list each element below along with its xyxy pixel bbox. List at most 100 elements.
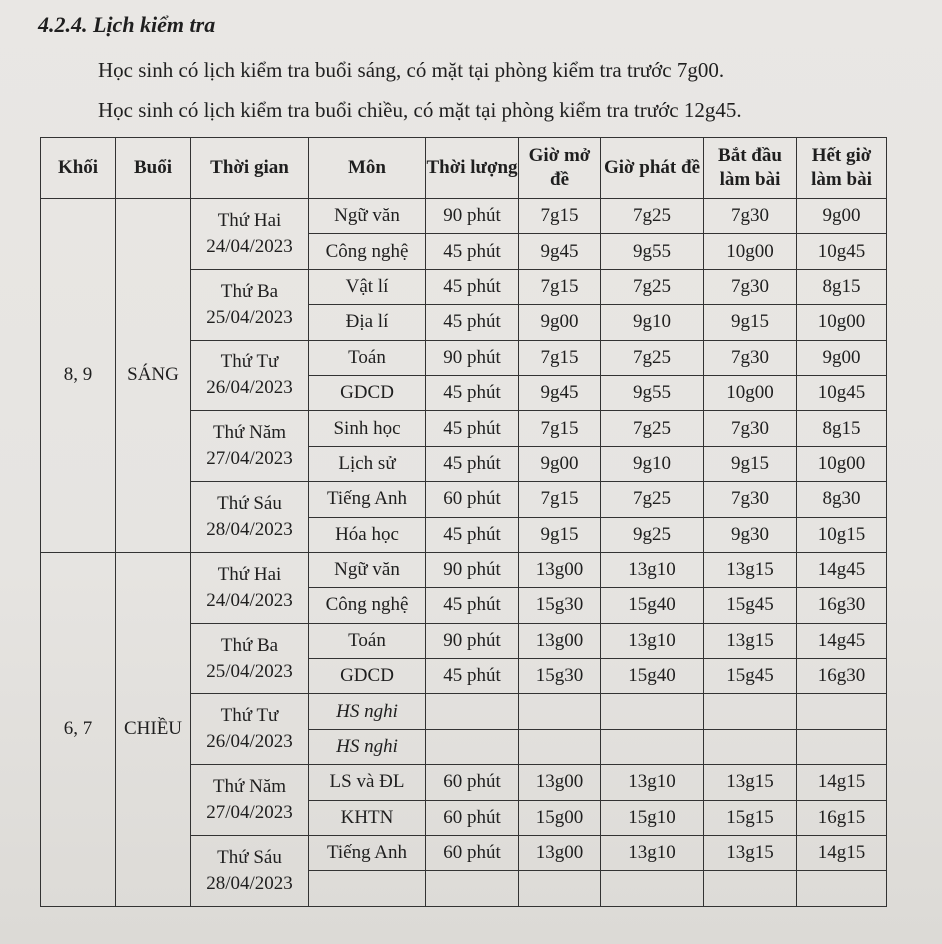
gio-mo-de-cell [518,870,601,907]
afternoon-note: Học sinh có lịch kiểm tra buổi chiều, có… [98,98,742,122]
gio-phat-de-cell: 13g10 [600,835,704,872]
gio-mo-de-cell: 7g15 [518,268,601,306]
mon-cell: Công nghệ [308,587,426,624]
table-row: Công nghệ 45 phút 15g30 15g40 15g45 16g30 [41,587,887,624]
gio-phat-de-cell [600,870,704,907]
table-row: Địa lí 45 phút 9g00 9g10 9g15 10g00 [41,304,887,341]
table-row: Thứ Năm 27/04/2023 LS và ĐL 60 phút 13g00 13g… [41,764,887,837]
gio-mo-de-cell: 13g00 [518,551,601,589]
thoi-luong-cell [425,728,519,766]
date: 27/04/2023 [206,802,293,824]
bat-dau-cell: 9g30 [703,516,797,553]
header-thoi-gian: Thời gian [190,137,309,199]
day-name: Thứ Ba [220,634,279,656]
thoi-luong-cell: 45 phút [425,233,519,270]
bat-dau-cell: 7g30 [703,197,797,235]
thoi-luong-cell: 90 phút [425,197,519,235]
table-row: KHTN 60 phút 15g00 15g10 15g15 16g15 [41,799,887,837]
header-khoi: Khối [40,137,116,199]
bat-dau-cell: 13g15 [703,551,797,589]
day-name: Thứ Năm [212,776,287,798]
bat-dau-cell: 15g45 [703,658,797,695]
header-het-gio: Hết giờ làm bài [796,137,887,199]
mon-cell [308,870,426,907]
mon-cell: Ngữ văn [308,197,426,235]
gio-mo-de-cell: 9g45 [518,374,601,412]
date: 24/04/2023 [206,589,293,611]
mon-cell: GDCD [308,658,426,695]
gio-phat-de-cell: 7g25 [600,481,704,518]
table-row: Lịch sử 45 phút 9g00 9g10 9g15 10g00 [41,445,887,483]
gio-mo-de-cell: 15g00 [518,799,601,837]
table-row: GDCD 45 phút 9g45 9g55 10g00 10g45 [41,374,887,412]
thoi-luong-cell: 45 phút [425,304,519,341]
gio-phat-de-cell: 7g25 [600,410,704,447]
het-gio-cell: 10g00 [796,304,887,341]
het-gio-cell: 8g30 [796,481,887,518]
bat-dau-cell: 10g00 [703,374,797,412]
het-gio-cell: 9g00 [796,339,887,376]
header-bat-dau: Bắt đầu làm bài [703,137,797,199]
date-cell: Thứ Sáu 28/04/2023 [190,481,309,553]
day-name: Thứ Ba [220,280,279,302]
gio-phat-de-cell [600,728,704,766]
thoi-luong-cell: 60 phút [425,481,519,518]
bat-dau-cell: 15g15 [703,799,797,837]
gio-mo-de-cell: 7g15 [518,410,601,447]
morning-note: Học sinh có lịch kiểm tra buổi sáng, có … [98,58,725,82]
day-name: Thứ Sáu [217,493,282,515]
date-cell: Thứ Sáu 28/04/2023 [190,835,309,907]
day-name: Thứ Sáu [217,846,282,868]
gio-mo-de-cell: 13g00 [518,835,601,872]
mon-cell: Toán [308,622,426,660]
gio-mo-de-cell: 9g45 [518,233,601,270]
het-gio-cell: 10g45 [796,233,887,270]
header-mon: Môn [308,137,426,199]
het-gio-cell: 14g15 [796,764,887,801]
thoi-luong-cell: 90 phút [425,551,519,589]
het-gio-cell [796,728,887,766]
mon-cell: Ngữ văn [308,551,426,589]
bat-dau-cell: 7g30 [703,410,797,447]
bat-dau-cell: 7g30 [703,268,797,306]
gio-mo-de-cell: 7g15 [518,481,601,518]
het-gio-cell [796,693,887,730]
thoi-luong-cell: 90 phút [425,622,519,660]
bat-dau-cell: 7g30 [703,339,797,376]
gio-phat-de-cell: 7g25 [600,339,704,376]
table-row: Thứ Sáu 28/04/2023 Tiếng Anh 60 phút 13g00 13… [41,835,887,907]
het-gio-cell: 14g45 [796,551,887,589]
het-gio-cell: 10g45 [796,374,887,412]
table-row: Công nghệ 45 phút 9g45 9g55 10g00 10g45 [41,233,887,270]
gio-phat-de-cell: 9g25 [600,516,704,553]
gio-mo-de-cell [518,693,601,730]
het-gio-cell: 9g00 [796,197,887,235]
date: 24/04/2023 [206,235,293,257]
gio-mo-de-cell: 9g15 [518,516,601,553]
gio-phat-de-cell: 7g25 [600,197,704,235]
date-cell: Thứ Ba 25/04/2023 [190,268,309,341]
date: 26/04/2023 [206,731,293,753]
mon-cell: GDCD [308,374,426,412]
gio-phat-de-cell: 9g55 [600,374,704,412]
table-row: Thứ Tư 26/04/2023 Toán 90 phút 7g15 7g25 7g30 9… [41,339,887,412]
table-row: Thứ Tư 26/04/2023 HS nghi [41,693,887,766]
date: 25/04/2023 [206,660,293,682]
exam-schedule-table: Khối Buổi Thời gian Môn Thời lượng Giờ mở đề G… [40,137,887,907]
mon-cell: KHTN [308,799,426,837]
table-row: Thứ Năm 27/04/2023 Sinh học 45 phút 7g15 7g25… [41,410,887,483]
het-gio-cell: 14g15 [796,835,887,872]
table-row: HS nghi [41,728,887,766]
date-cell: Thứ Tư 26/04/2023 [190,339,309,412]
header-thoi-luong: Thời lượng [425,137,519,199]
bat-dau-cell: 10g00 [703,233,797,270]
table-row: Thứ Ba 25/04/2023 Toán 90 phút 13g00 13g10 13g… [41,622,887,695]
day-name: Thứ Hai [217,209,282,231]
mon-cell: Lịch sử [308,445,426,483]
khoi-cell: 6, 7 [40,551,116,907]
buoi-cell: CHIỀU [115,551,191,907]
gio-mo-de-cell: 7g15 [518,339,601,376]
mon-cell: Vật lí [308,268,426,306]
date-cell: Thứ Năm 27/04/2023 [190,764,309,837]
mon-cell: HS nghi [308,693,426,730]
